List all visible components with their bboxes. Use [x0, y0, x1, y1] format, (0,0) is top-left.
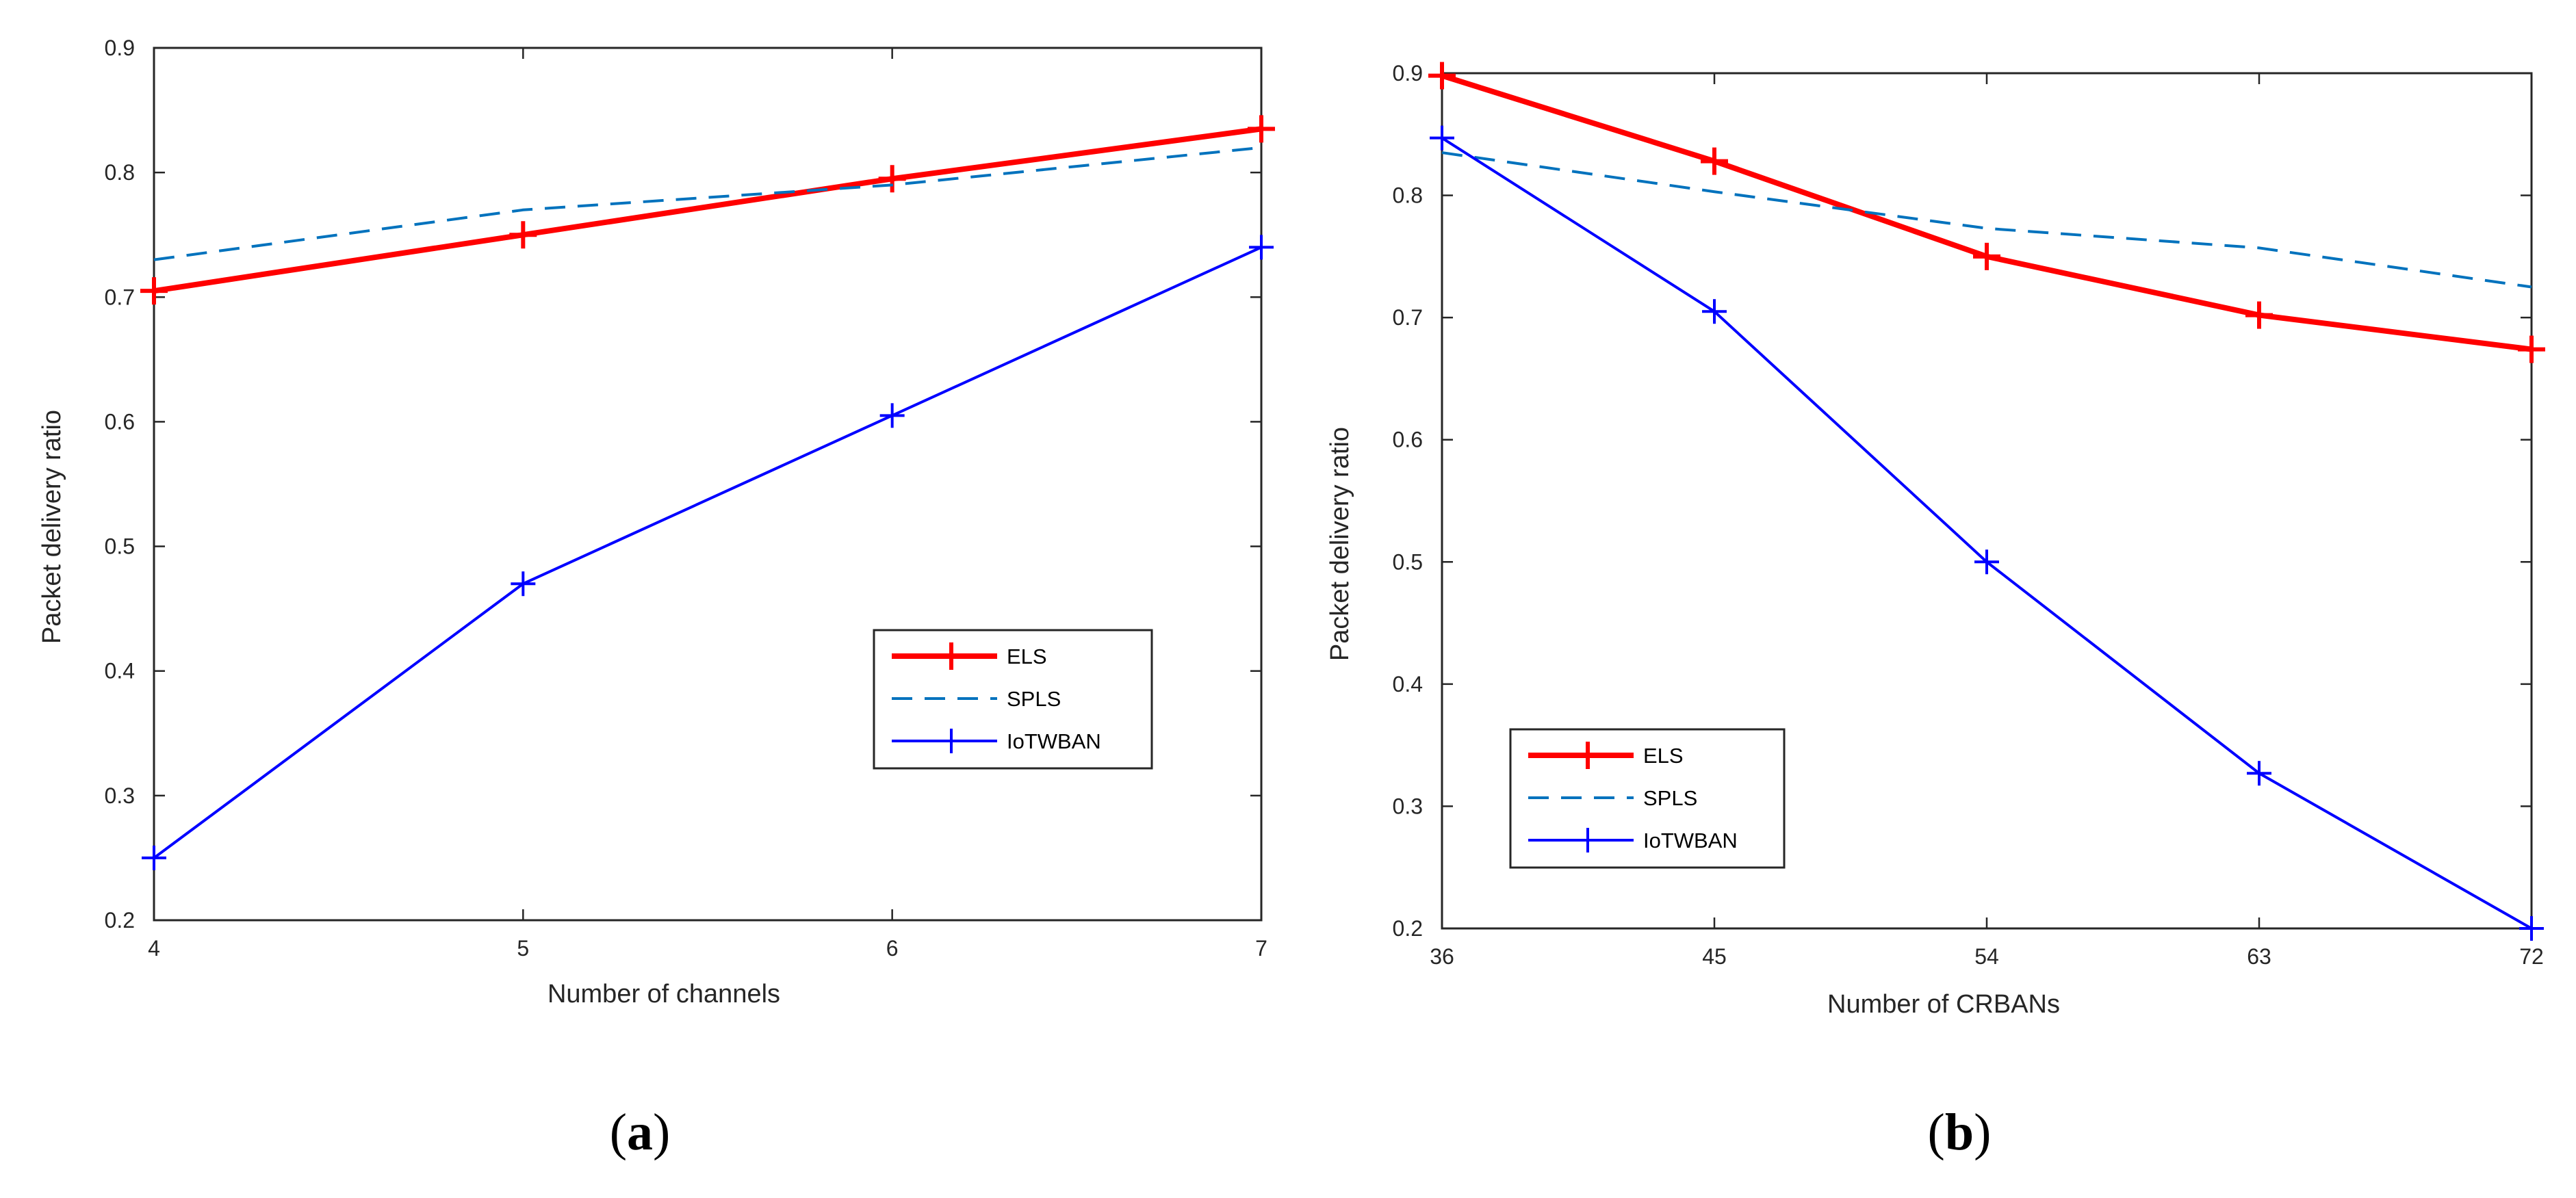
ylabel-a: Packet delivery ratio	[38, 410, 66, 644]
chart-a-ytick-label-7: 0.9	[105, 36, 135, 60]
panel-label-a: (a)	[610, 1104, 671, 1161]
panel-label-b: (b)	[1928, 1104, 1992, 1161]
chart-b-ytick-label-6: 0.8	[1393, 183, 1423, 208]
chart-b-series-spls-line	[1441, 151, 2532, 289]
chart-panel-b: Number of CRBANs Packet delivery ratio (…	[1326, 61, 2545, 1161]
chart-a-legend-iotwban-label: IoTWBAN	[1007, 729, 1101, 753]
chart-b-legend-iotwban-label: IoTWBAN	[1643, 829, 1738, 852]
chart-b-xtick-label-0: 36	[1430, 944, 1454, 969]
chart-a-ytick-label-4: 0.6	[105, 409, 135, 434]
chart-a-xtick-label-1: 5	[517, 936, 529, 961]
chart-b-ytick-label-2: 0.4	[1393, 672, 1423, 696]
chart-b-xtick-label-3: 63	[2247, 944, 2271, 969]
chart-a-ytick-label-1: 0.3	[105, 783, 135, 808]
chart-a-xtick-label-2: 6	[886, 936, 899, 961]
chart-a-series-els-line	[153, 126, 1262, 294]
chart-a-legend-spls-label: SPLS	[1007, 687, 1061, 711]
panel-letter-a: a	[627, 1104, 653, 1161]
chart-b-ytick-label-4: 0.6	[1393, 428, 1423, 452]
xlabel-b: Number of CRBANs	[1827, 990, 2060, 1019]
xlabel-a: Number of channels	[548, 980, 780, 1008]
chart-b-xtick-label-4: 72	[2519, 944, 2544, 969]
panel-letter-b: b	[1945, 1104, 1974, 1161]
chart-a-plot-area	[153, 47, 1263, 922]
chart-b-legend-box	[1509, 728, 1786, 869]
chart-b-ytick-label-1: 0.3	[1393, 794, 1423, 818]
chart-b-ytick-label-5: 0.7	[1393, 305, 1423, 330]
chart-a-xtick-label-0: 4	[148, 936, 160, 961]
chart-b-xtick-label-2: 54	[1974, 944, 1999, 969]
chart-a-ytick-label-0: 0.2	[105, 908, 135, 933]
chart-a-ytick-label-2: 0.4	[105, 659, 135, 683]
chart-a-series-spls-line	[153, 146, 1262, 261]
chart-a-ytick-label-5: 0.7	[105, 285, 135, 309]
chart-a-ytick-label-3: 0.5	[105, 534, 135, 559]
chart-a-legend-els-label: ELS	[1007, 644, 1047, 668]
chart-a-xtick-label-3: 7	[1255, 936, 1267, 961]
chart-b-legend-els-label: ELS	[1643, 744, 1684, 768]
chart-b-ytick-label-3: 0.5	[1393, 549, 1423, 574]
chart-panel-a: Number of channels Packet delivery ratio…	[38, 36, 1275, 1161]
chart-b-xtick-label-1: 45	[1702, 944, 1727, 969]
chart-a-series-iotwban-line	[153, 246, 1262, 859]
chart-b-ytick-label-7: 0.9	[1393, 61, 1423, 86]
chart-b-legend-spls-label: SPLS	[1643, 786, 1697, 810]
chart-a-legend-box	[873, 629, 1153, 770]
chart-b-ytick-label-0: 0.2	[1393, 916, 1423, 941]
chart-a-ytick-label-6: 0.8	[105, 160, 135, 185]
ylabel-b: Packet delivery ratio	[1326, 427, 1354, 661]
